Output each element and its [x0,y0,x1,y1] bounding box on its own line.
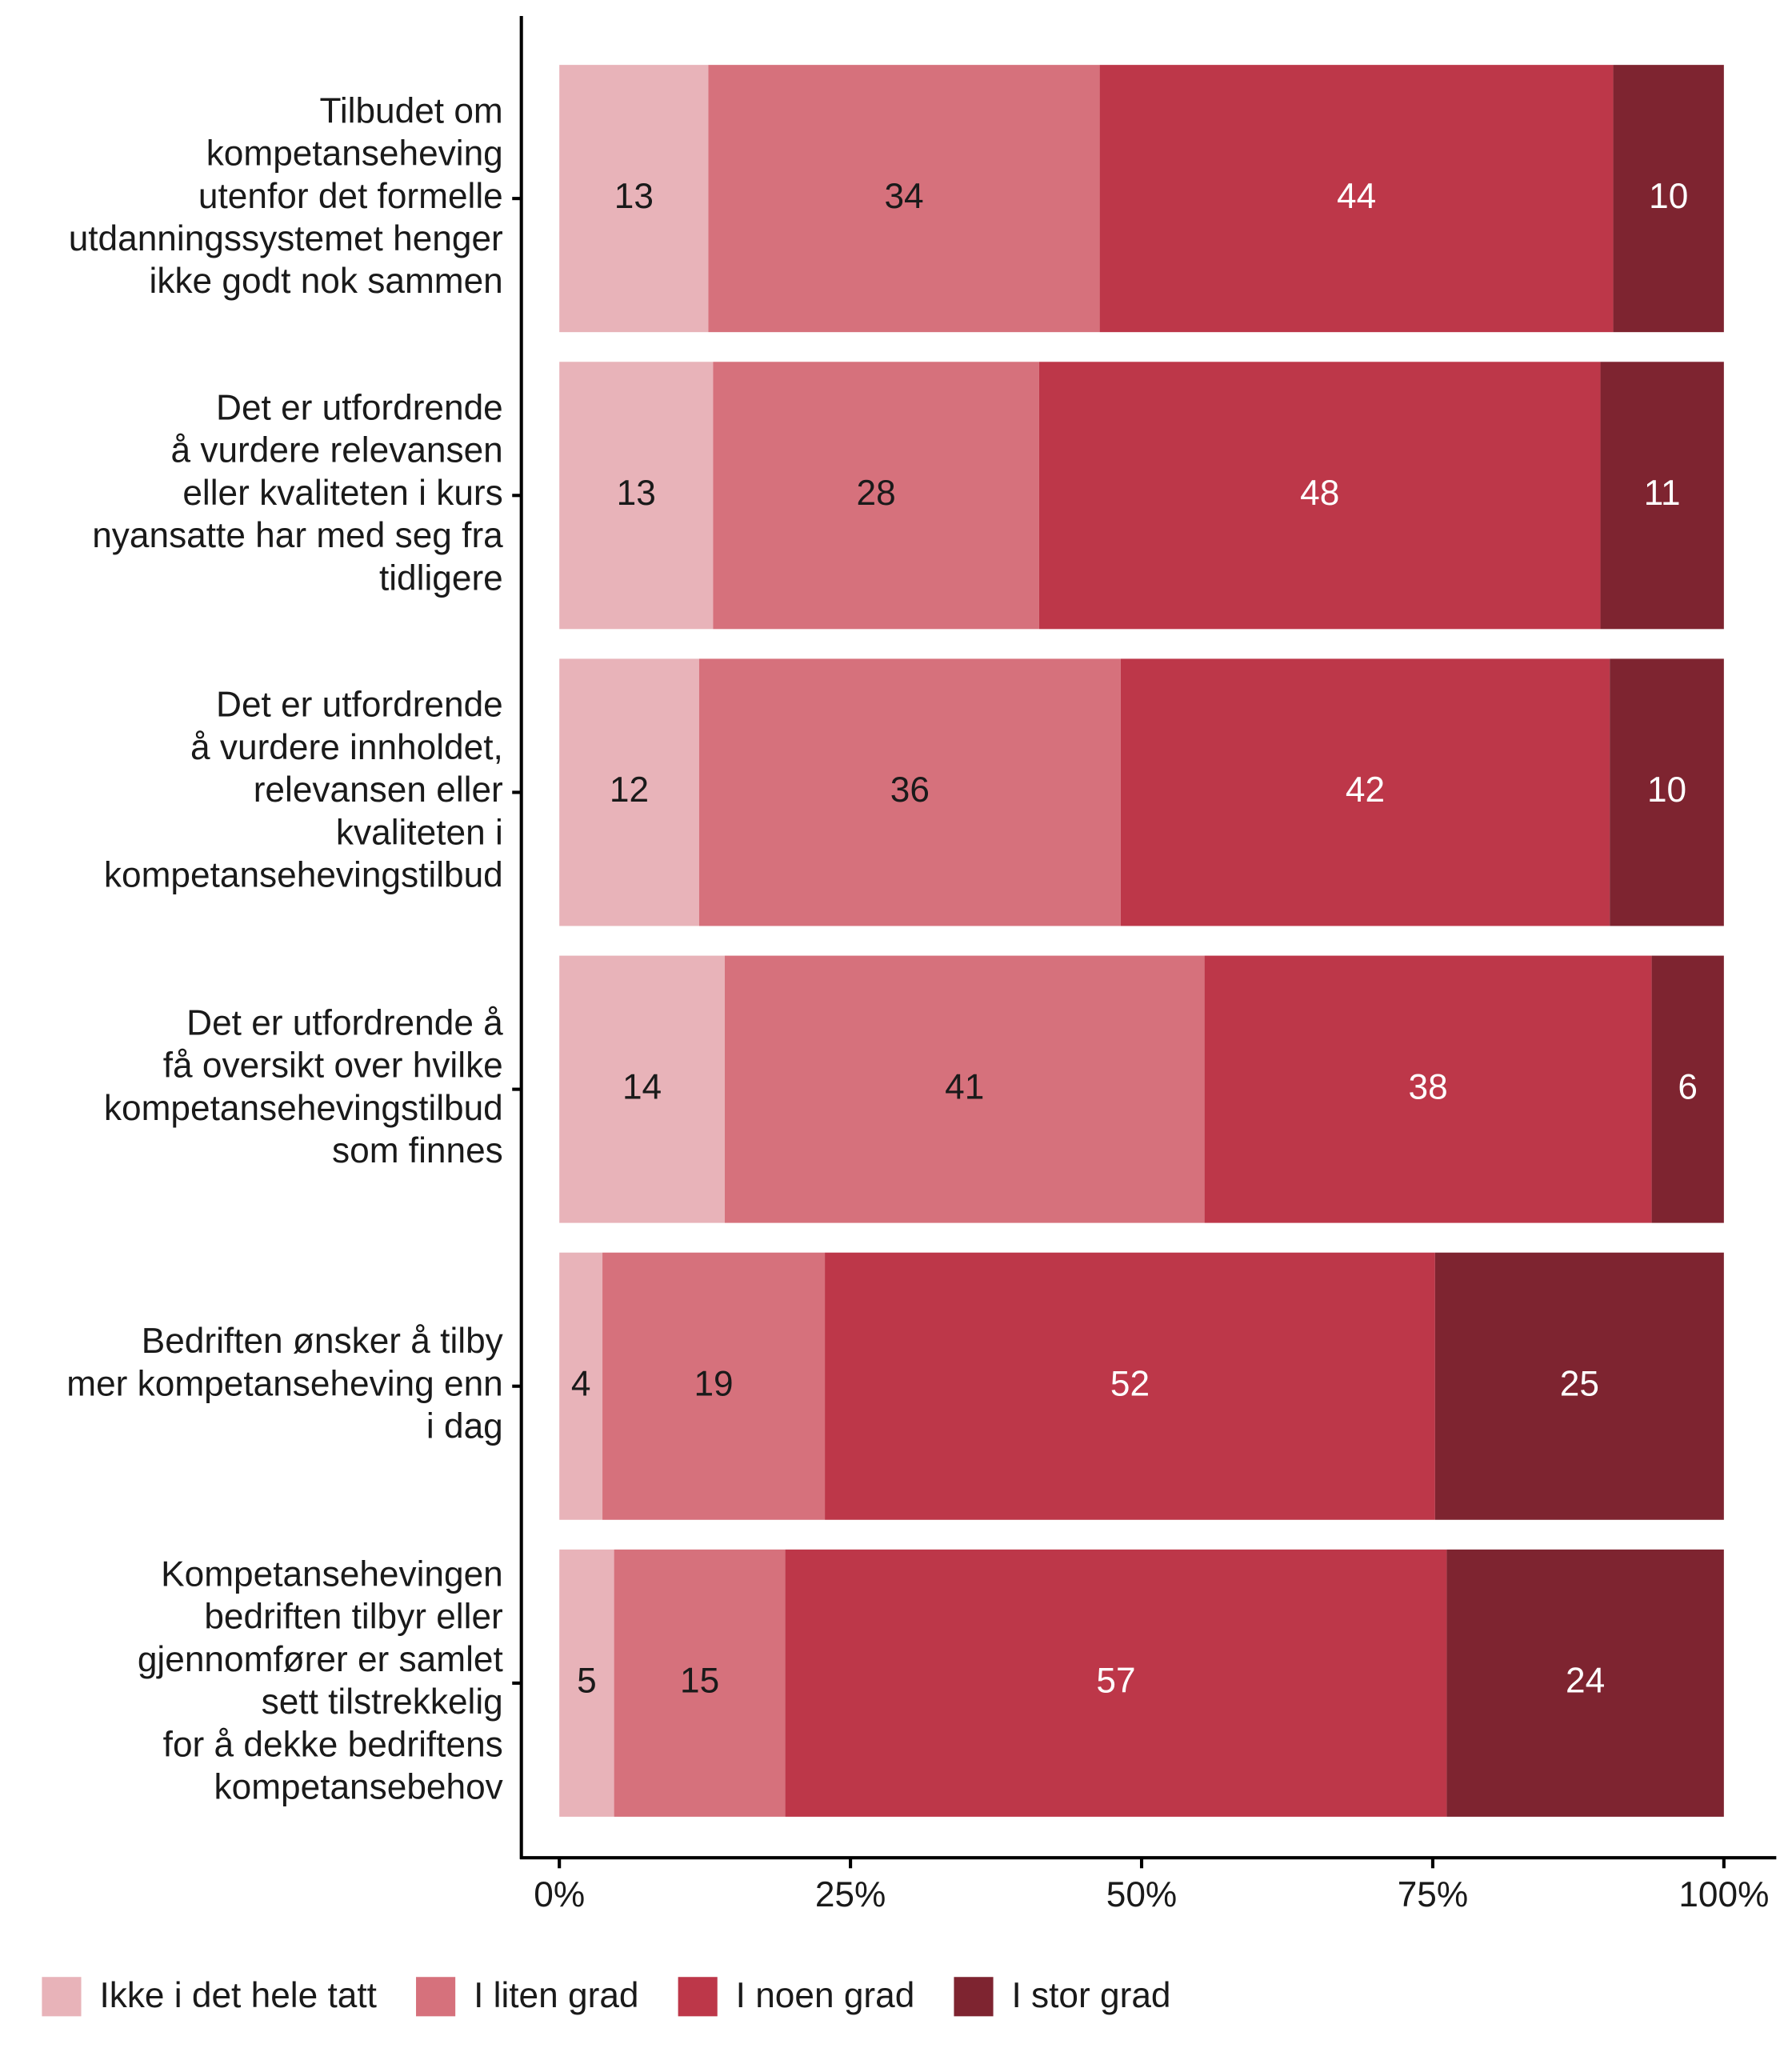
y-tick-label: få oversikt over hvilke [163,1046,503,1086]
bar-segment [559,362,714,630]
x-tick-label: 50% [1106,1875,1177,1914]
y-tick-label: Bedriften ønsker å tilby [142,1322,504,1361]
legend-label: Ikke i det hele tatt [99,1976,376,2015]
bar-segment [1613,65,1724,333]
bar-segment [1038,362,1601,630]
value-label: 6 [1678,1067,1698,1106]
y-tick-label: kompetansehevingstilbud [104,856,503,895]
bar-segment [724,955,1205,1223]
y-tick-label: kompetansebehov [214,1768,503,1807]
bar-segment [1204,955,1652,1223]
bar-segment [614,1549,786,1817]
y-tick-label: tidligere [379,558,503,598]
bar-segment [785,1549,1447,1817]
y-tick-label: som finnes [332,1131,503,1170]
value-label: 13 [614,177,654,216]
value-label: 57 [1096,1662,1135,1701]
value-label: 41 [945,1067,984,1106]
y-tick-label: eller kvaliteten i kurs [182,474,502,513]
legend-label: I stor grad [1011,1976,1170,2015]
legend-label: I noen grad [736,1976,915,2015]
value-label: 4 [571,1364,591,1403]
bar-segment [1446,1549,1724,1817]
value-label: 48 [1300,474,1339,513]
bar-segment [825,1252,1435,1520]
value-label: 10 [1647,770,1686,810]
bar-segment [1651,955,1724,1223]
bar-segment [559,1549,614,1817]
y-tick-label: Det er utfordrende [216,686,503,725]
y-tick-label: sett tilstrekkelig [262,1682,503,1722]
y-tick-label: nyansatte har med seg fra [92,516,503,555]
value-label: 13 [617,474,656,513]
y-tick-label: bedriften tilbyr eller [204,1598,502,1637]
value-label: 12 [610,770,649,810]
value-label: 28 [857,474,896,513]
legend-label: I liten grad [474,1976,638,2015]
bar-segment [602,1252,826,1520]
bar-segment [559,1252,603,1520]
value-label: 34 [884,177,923,216]
y-tick-label: kompetansehevingstilbud [104,1089,503,1128]
bar-segment [1434,1252,1724,1520]
bar-segment [559,658,699,926]
value-label: 38 [1409,1067,1448,1106]
x-tick-label: 100% [1678,1875,1769,1914]
value-label: 44 [1337,177,1376,216]
y-tick-label: utenfor det formelle [198,177,503,216]
y-tick-label: kompetanseheving [206,134,503,174]
legend-swatch [416,1977,456,2017]
value-label: 10 [1649,177,1688,216]
value-label: 11 [1644,474,1681,513]
value-label: 36 [890,770,930,810]
y-tick-label: kvaliteten i [336,813,503,852]
bar-segment [1610,658,1724,926]
y-tick-label: Det er utfordrende [216,389,503,428]
y-tick-label: i dag [426,1407,503,1446]
legend-swatch [678,1977,718,2017]
y-tick-label: ikke godt nok sammen [150,262,503,301]
bar-segment [559,65,709,333]
x-tick-label: 0% [534,1875,585,1914]
value-label: 25 [1560,1364,1599,1403]
bar-segment [713,362,1039,630]
value-label: 42 [1346,770,1385,810]
bar-segment [1099,65,1614,333]
bar-segment [1600,362,1724,630]
y-tick-label: utdanningssystemet henger [69,219,503,258]
y-tick-label: å vurdere innholdet, [190,728,503,767]
bar-segment [1120,658,1610,926]
y-tick-label: mer kompetanseheving enn [66,1364,503,1403]
value-label: 52 [1110,1364,1150,1403]
y-tick-label: relevansen eller [254,770,503,810]
value-label: 15 [680,1662,719,1701]
bar-segment [698,658,1121,926]
legend-swatch [42,1977,82,2017]
y-tick-label: for å dekke bedriftens [163,1725,503,1764]
bar-segment [708,65,1100,333]
y-tick-label: gjennomfører er samlet [138,1640,503,1679]
y-tick-label: Kompetansehevingen [161,1555,503,1594]
y-tick-label: Det er utfordrende å [186,1003,503,1042]
x-tick-label: 75% [1398,1875,1468,1914]
bar-segment [559,955,725,1223]
value-label: 5 [577,1662,597,1701]
value-label: 14 [622,1067,662,1106]
value-label: 19 [694,1364,733,1403]
y-tick-label: Tilbudet om [319,91,502,130]
y-tick-label: å vurdere relevansen [170,431,502,470]
value-label: 24 [1566,1662,1605,1701]
legend-swatch [954,1977,994,2017]
x-tick-label: 25% [815,1875,886,1914]
